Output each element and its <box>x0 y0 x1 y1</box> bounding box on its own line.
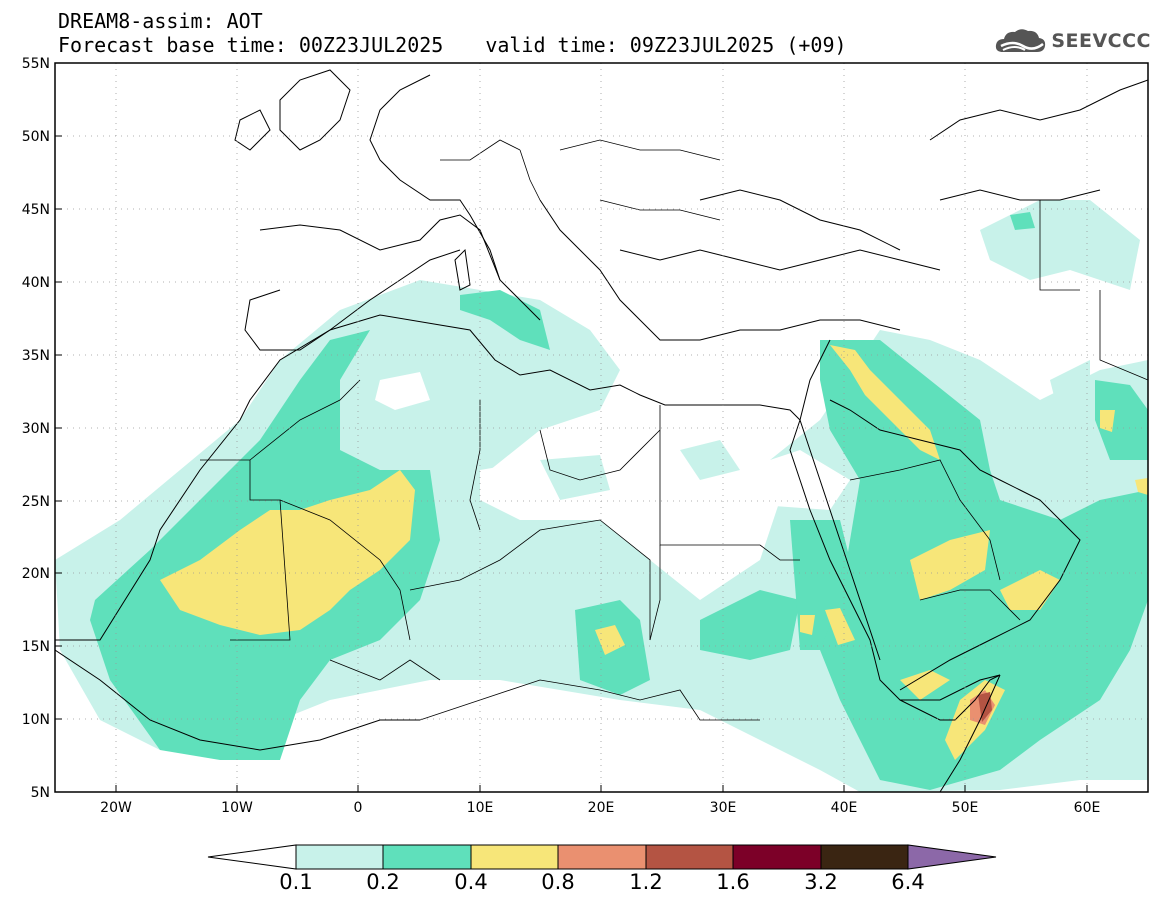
colorbar-swatch <box>645 844 734 870</box>
lon-label: 0 <box>354 800 363 816</box>
colorbar <box>207 844 997 870</box>
colorbar-swatch <box>382 844 472 870</box>
lon-label: 20W <box>100 800 132 816</box>
country-borders <box>200 139 1148 721</box>
lat-labels: 55N 50N 45N 40N 35N 30N 25N 20N 15N 10N … <box>22 56 50 801</box>
colorbar-label: 0.8 <box>541 870 575 894</box>
lon-label: 10W <box>221 800 253 816</box>
lat-label: 35N <box>22 348 50 364</box>
colorbar-swatch <box>557 844 647 870</box>
lon-label: 10E <box>467 800 494 816</box>
lon-label: 30E <box>710 800 737 816</box>
colorbar-min-arrow <box>207 844 297 870</box>
lon-label: 40E <box>831 800 858 816</box>
lon-label: 50E <box>952 800 979 816</box>
colorbar-label: 0.1 <box>279 870 313 894</box>
cloud-icon <box>996 29 1046 52</box>
lat-label: 5N <box>31 785 50 801</box>
colorbar-swatch <box>732 844 822 870</box>
lon-labels: 20W 10W 0 10E 20E 30E 40E 50E 60E <box>100 800 1100 816</box>
map-title: DREAM8-assim: AOT <box>58 9 263 33</box>
colorbar-label: 6.4 <box>891 870 925 894</box>
colorbar-max-arrow <box>907 844 997 870</box>
colorbar-swatch <box>820 844 909 870</box>
colorbar-label: 0.4 <box>454 870 488 894</box>
graticule <box>55 63 1148 792</box>
coastlines <box>55 69 1148 792</box>
tick-marks <box>55 62 1088 792</box>
lat-label: 20N <box>22 566 50 582</box>
lon-label: 20E <box>588 800 615 816</box>
aot-clear-areas <box>375 372 850 520</box>
lat-label: 55N <box>22 56 50 72</box>
colorbar-label: 0.2 <box>366 870 400 894</box>
lat-label: 45N <box>22 202 50 218</box>
lon-label: 60E <box>1074 800 1101 816</box>
colorbar-swatch <box>470 844 559 870</box>
valid-time: valid time: 09Z23JUL2025 (+09) <box>485 33 847 57</box>
base-time: Forecast base time: 00Z23JUL2025 <box>58 33 444 57</box>
colorbar-label: 1.6 <box>716 870 750 894</box>
lat-label: 50N <box>22 129 50 145</box>
lat-label: 15N <box>22 639 50 655</box>
aot-shading <box>55 200 1148 792</box>
seevccc-logo: SEEVCCC <box>993 26 1151 56</box>
logo-text: SEEVCCC <box>1051 30 1151 52</box>
lat-label: 25N <box>22 494 50 510</box>
lat-label: 10N <box>22 712 50 728</box>
lat-label: 30N <box>22 421 50 437</box>
colorbar-label: 1.2 <box>629 870 663 894</box>
colorbar-swatch <box>295 844 384 870</box>
lat-label: 40N <box>22 275 50 291</box>
forecast-times: Forecast base time: 00Z23JUL2025 valid ti… <box>58 34 847 56</box>
colorbar-label: 3.2 <box>804 870 838 894</box>
